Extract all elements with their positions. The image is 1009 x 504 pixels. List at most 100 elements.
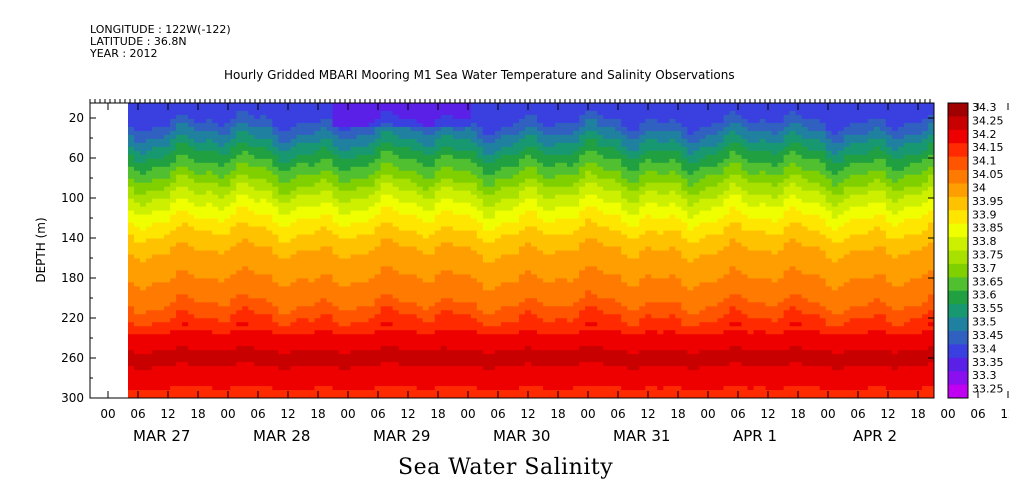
salinity-cell bbox=[140, 206, 147, 212]
salinity-cell bbox=[254, 310, 261, 315]
salinity-cell bbox=[218, 350, 225, 355]
salinity-cell bbox=[518, 270, 526, 276]
salinity-cell bbox=[296, 306, 304, 311]
salinity-cell bbox=[320, 294, 328, 299]
salinity-cell bbox=[434, 374, 442, 379]
salinity-cell bbox=[158, 106, 165, 112]
salinity-cell bbox=[500, 122, 508, 128]
salinity-cell bbox=[284, 182, 291, 188]
salinity-cell bbox=[296, 134, 304, 140]
salinity-cell bbox=[188, 266, 195, 272]
salinity-cell bbox=[176, 270, 183, 276]
salinity-cell bbox=[158, 386, 165, 391]
salinity-cell bbox=[284, 114, 291, 120]
salinity-cell bbox=[452, 198, 460, 204]
salinity-cell bbox=[374, 166, 382, 172]
salinity-cell bbox=[242, 138, 249, 144]
salinity-cell bbox=[350, 130, 358, 136]
salinity-cell bbox=[266, 162, 273, 168]
salinity-cell bbox=[524, 286, 532, 291]
salinity-cell bbox=[188, 106, 195, 112]
salinity-cell bbox=[224, 230, 231, 236]
salinity-cell bbox=[284, 286, 291, 291]
salinity-cell bbox=[218, 390, 225, 395]
salinity-cell bbox=[368, 214, 376, 220]
salinity-cell bbox=[512, 174, 520, 180]
salinity-cell bbox=[470, 226, 478, 232]
salinity-cell bbox=[302, 242, 310, 248]
salinity-cell bbox=[440, 194, 448, 200]
salinity-cell bbox=[170, 142, 177, 148]
salinity-cell bbox=[212, 122, 219, 128]
salinity-cell bbox=[278, 238, 285, 244]
salinity-cell bbox=[368, 178, 376, 184]
salinity-cell bbox=[446, 338, 454, 343]
salinity-cell bbox=[416, 294, 424, 299]
salinity-cell bbox=[236, 374, 243, 379]
salinity-cell bbox=[338, 166, 346, 172]
salinity-cell bbox=[458, 286, 466, 291]
salinity-cell bbox=[308, 218, 316, 224]
salinity-cell bbox=[524, 118, 532, 124]
salinity-cell bbox=[440, 138, 448, 144]
salinity-cell bbox=[134, 262, 141, 268]
salinity-cell bbox=[512, 126, 520, 132]
salinity-cell bbox=[290, 282, 298, 287]
salinity-cell bbox=[482, 270, 490, 276]
salinity-cell bbox=[254, 190, 261, 196]
salinity-cell bbox=[392, 306, 400, 311]
salinity-cell bbox=[392, 186, 400, 192]
salinity-cell bbox=[176, 186, 183, 192]
salinity-cell bbox=[386, 286, 394, 291]
salinity-cell bbox=[482, 158, 490, 164]
salinity-cell bbox=[500, 342, 508, 347]
salinity-cell bbox=[296, 142, 304, 148]
salinity-cell bbox=[458, 103, 466, 108]
salinity-cell bbox=[152, 118, 159, 124]
salinity-cell bbox=[176, 130, 183, 136]
salinity-cell bbox=[188, 294, 195, 299]
salinity-cell bbox=[464, 238, 472, 244]
salinity-cell bbox=[272, 146, 279, 152]
salinity-cell bbox=[212, 310, 219, 315]
salinity-cell bbox=[194, 374, 201, 379]
salinity-cell bbox=[452, 190, 460, 196]
salinity-cell bbox=[158, 378, 165, 383]
salinity-cell bbox=[410, 274, 418, 280]
salinity-cell bbox=[392, 118, 400, 124]
salinity-cell bbox=[224, 174, 231, 180]
salinity-cell bbox=[380, 314, 388, 319]
salinity-cell bbox=[500, 230, 508, 236]
salinity-cell bbox=[266, 382, 273, 387]
salinity-cell bbox=[134, 226, 141, 232]
salinity-cell bbox=[272, 150, 279, 156]
salinity-cell bbox=[410, 254, 418, 260]
salinity-cell bbox=[392, 386, 400, 391]
salinity-cell bbox=[296, 206, 304, 212]
salinity-cell bbox=[302, 390, 310, 395]
salinity-cell bbox=[398, 302, 406, 307]
salinity-cell bbox=[314, 134, 322, 140]
salinity-cell bbox=[254, 298, 261, 303]
salinity-cell bbox=[176, 178, 183, 184]
salinity-cell bbox=[422, 222, 430, 228]
salinity-cell bbox=[518, 314, 526, 319]
salinity-cell bbox=[332, 338, 340, 343]
salinity-cell bbox=[230, 246, 237, 252]
salinity-cell bbox=[308, 294, 316, 299]
salinity-cell bbox=[506, 218, 514, 224]
salinity-cell bbox=[368, 314, 376, 319]
salinity-cell bbox=[236, 322, 243, 327]
salinity-cell bbox=[218, 270, 225, 276]
salinity-cell bbox=[500, 162, 508, 168]
salinity-cell bbox=[218, 186, 225, 192]
salinity-cell bbox=[206, 366, 213, 371]
salinity-cell bbox=[434, 262, 442, 268]
salinity-cell bbox=[158, 338, 165, 343]
salinity-cell bbox=[152, 322, 159, 327]
salinity-cell bbox=[500, 338, 508, 343]
salinity-cell bbox=[134, 314, 141, 319]
salinity-cell bbox=[284, 326, 291, 331]
salinity-cell bbox=[524, 166, 532, 172]
salinity-cell bbox=[416, 202, 424, 208]
